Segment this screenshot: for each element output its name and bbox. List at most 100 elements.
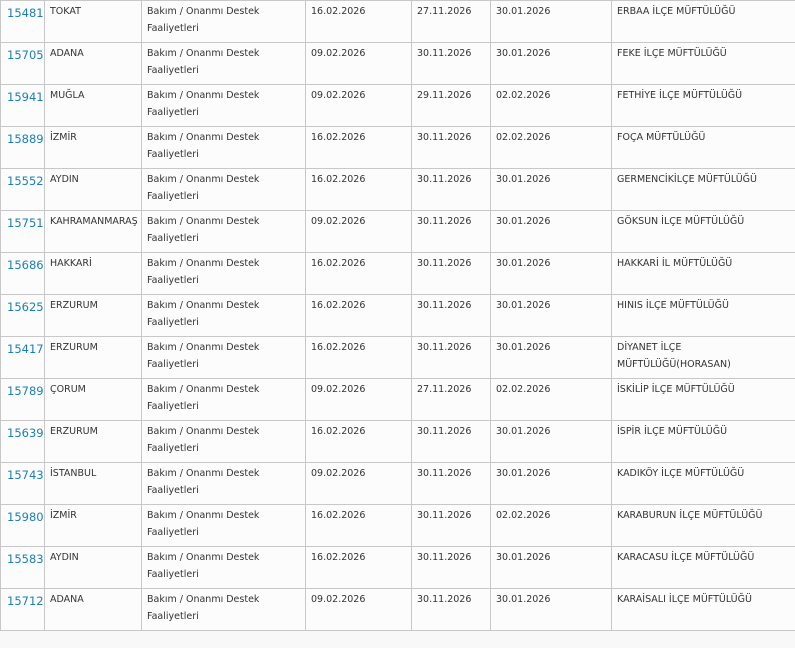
record-id[interactable]: 15686: [7, 258, 44, 272]
start-date: 09.02.2026: [305, 588, 412, 631]
end-date: 30.11.2026: [411, 168, 491, 211]
record-id[interactable]: 15639: [7, 426, 44, 440]
city: ERZURUM: [44, 336, 142, 379]
deadline: 30.01.2026: [490, 420, 612, 463]
start-date: 09.02.2026: [305, 42, 412, 85]
cell: 15686: [0, 252, 45, 295]
end-date: 27.11.2026: [411, 378, 491, 421]
end-date: 30.11.2026: [411, 210, 491, 253]
deadline: 30.01.2026: [490, 210, 612, 253]
record-id[interactable]: 15705: [7, 48, 44, 62]
record-id[interactable]: 15743: [7, 468, 44, 482]
table-row: 15980 İZMİR Bakım / Onanmı Destek Faaliyet…: [0, 504, 795, 547]
city: ADANA: [44, 588, 142, 631]
start-date: 16.02.2026: [305, 420, 412, 463]
cell: 15417: [0, 336, 45, 379]
start-date: 09.02.2026: [305, 462, 412, 505]
record-id[interactable]: 15481: [7, 6, 44, 20]
table-row: 15686 HAKKARİ Bakım / Onanmı Destek Faaliy…: [0, 252, 795, 295]
deadline: 30.01.2026: [490, 294, 612, 337]
office: HINIS İLÇE MÜFTÜLÜĞÜ: [611, 294, 795, 337]
city: MUĞLA: [44, 84, 142, 127]
office: DİYANET İLÇE MÜFTÜLÜĞÜ(HORASAN): [611, 336, 795, 379]
city: AYDIN: [44, 546, 142, 589]
cell: 15639: [0, 420, 45, 463]
record-id[interactable]: 15751: [7, 216, 44, 230]
deadline: 02.02.2026: [490, 84, 612, 127]
table-row: 15705 ADANA Bakım / Onanmı Destek Faaliyet…: [0, 42, 795, 85]
office: KADIKÖY İLÇE MÜFTÜLÜĞÜ: [611, 462, 795, 505]
record-id[interactable]: 15889: [7, 132, 44, 146]
record-id[interactable]: 15980: [7, 510, 44, 524]
cell: 15625: [0, 294, 45, 337]
end-date: 30.11.2026: [411, 294, 491, 337]
table-row: 15743 İSTANBUL Bakım / Onanmı Destek Faali…: [0, 462, 795, 505]
record-id[interactable]: 15625: [7, 300, 44, 314]
office: KARACASU İLÇE MÜFTÜLÜĞÜ: [611, 546, 795, 589]
table-row: 15789 ÇORUM Bakım / Onanmı Destek Faaliyet…: [0, 378, 795, 421]
table-row: 15712 ADANA Bakım / Onanmı Destek Faaliyet…: [0, 588, 795, 631]
start-date: 16.02.2026: [305, 126, 412, 169]
job-title: Bakım / Onanmı Destek Faaliyetleri: [141, 462, 306, 505]
start-date: 16.02.2026: [305, 0, 412, 43]
start-date: 09.02.2026: [305, 378, 412, 421]
job-title: Bakım / Onanmı Destek Faaliyetleri: [141, 546, 306, 589]
job-title: Bakım / Onanmı Destek Faaliyetleri: [141, 126, 306, 169]
city: AYDIN: [44, 168, 142, 211]
table-row: 15481 TOKAT Bakım / Onanmı Destek Faaliyet…: [0, 0, 795, 43]
job-title: Bakım / Onanmı Destek Faaliyetleri: [141, 588, 306, 631]
start-date: 16.02.2026: [305, 546, 412, 589]
deadline: 30.01.2026: [490, 546, 612, 589]
city: ÇORUM: [44, 378, 142, 421]
city: ERZURUM: [44, 420, 142, 463]
job-title: Bakım / Onanmı Destek Faaliyetleri: [141, 294, 306, 337]
city: ERZURUM: [44, 294, 142, 337]
end-date: 30.11.2026: [411, 252, 491, 295]
record-id[interactable]: 15941: [7, 90, 44, 104]
office: KARABURUN İLÇE MÜFTÜLÜĞÜ: [611, 504, 795, 547]
results-table: 15481 TOKAT Bakım / Onanmı Destek Faaliyet…: [0, 0, 795, 631]
start-date: 16.02.2026: [305, 252, 412, 295]
office: GERMENCİKİLÇE MÜFTÜLÜĞÜ: [611, 168, 795, 211]
cell: 15789: [0, 378, 45, 421]
table-row: 15639 ERZURUM Bakım / Onanmı Destek Faaliy…: [0, 420, 795, 463]
record-id[interactable]: 15789: [7, 384, 44, 398]
deadline: 30.01.2026: [490, 42, 612, 85]
cell: 15481: [0, 0, 45, 43]
record-id[interactable]: 15712: [7, 594, 44, 608]
job-title: Bakım / Onanmı Destek Faaliyetleri: [141, 42, 306, 85]
job-title: Bakım / Onanmı Destek Faaliyetleri: [141, 168, 306, 211]
end-date: 30.11.2026: [411, 546, 491, 589]
office: HAKKARİ İL MÜFTÜLÜĞÜ: [611, 252, 795, 295]
deadline: 30.01.2026: [490, 252, 612, 295]
office: GÖKSUN İLÇE MÜFTÜLÜĞÜ: [611, 210, 795, 253]
end-date: 30.11.2026: [411, 588, 491, 631]
city: İZMİR: [44, 504, 142, 547]
end-date: 30.11.2026: [411, 42, 491, 85]
start-date: 16.02.2026: [305, 504, 412, 547]
record-id[interactable]: 15583: [7, 552, 44, 566]
end-date: 30.11.2026: [411, 336, 491, 379]
job-title: Bakım / Onanmı Destek Faaliyetleri: [141, 504, 306, 547]
deadline: 30.01.2026: [490, 588, 612, 631]
job-title: Bakım / Onanmı Destek Faaliyetleri: [141, 252, 306, 295]
office: FETHİYE İLÇE MÜFTÜLÜĞÜ: [611, 84, 795, 127]
job-title: Bakım / Onanmı Destek Faaliyetleri: [141, 420, 306, 463]
deadline: 30.01.2026: [490, 168, 612, 211]
city: İZMİR: [44, 126, 142, 169]
cell: 15751: [0, 210, 45, 253]
job-title: Bakım / Onanmı Destek Faaliyetleri: [141, 84, 306, 127]
city: KAHRAMANMARAŞ: [44, 210, 142, 253]
office: ERBAA İLÇE MÜFTÜLÜĞÜ: [611, 0, 795, 43]
record-id[interactable]: 15417: [7, 342, 44, 356]
end-date: 30.11.2026: [411, 420, 491, 463]
deadline: 30.01.2026: [490, 462, 612, 505]
end-date: 30.11.2026: [411, 126, 491, 169]
deadline: 30.01.2026: [490, 336, 612, 379]
office: KARAİSALI İLÇE MÜFTÜLÜĞÜ: [611, 588, 795, 631]
start-date: 16.02.2026: [305, 294, 412, 337]
deadline: 30.01.2026: [490, 0, 612, 43]
start-date: 16.02.2026: [305, 336, 412, 379]
record-id[interactable]: 15552: [7, 174, 44, 188]
start-date: 16.02.2026: [305, 168, 412, 211]
